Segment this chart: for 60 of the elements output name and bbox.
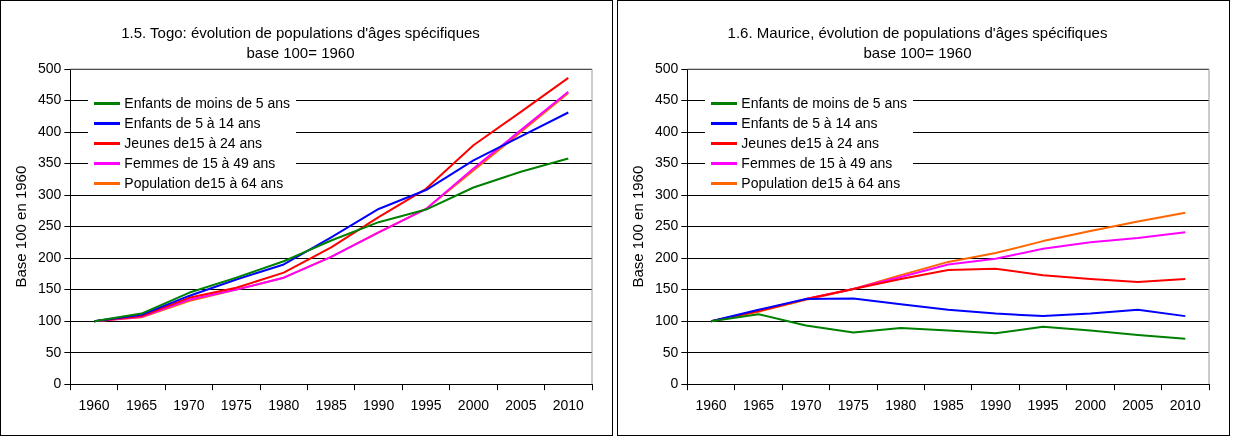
chart-title: 1.5. Togo: évolution de populations d'âges spécifiques: [121, 24, 480, 42]
chart-subtitle: base 100= 1960: [246, 44, 355, 62]
legend-label: Enfants de 5 à 14 ans: [124, 114, 261, 133]
y-tick-label: 100: [655, 312, 679, 329]
y-tick-label: 200: [38, 248, 62, 265]
x-tick-label: 1990: [980, 397, 1012, 414]
x-tick-label: 1980: [885, 397, 917, 414]
legend-label: Population de15 à 64 ans: [741, 174, 901, 193]
chart-subtitle: base 100= 1960: [863, 44, 972, 62]
x-tick-label: 1980: [268, 397, 300, 414]
y-tick-label: 350: [38, 154, 62, 171]
x-tick-label: 1965: [742, 397, 775, 414]
legend-label: Jeunes de15 à 24 ans: [741, 134, 880, 153]
legend-label: Population de15 à 64 ans: [124, 174, 284, 193]
x-tick-label: 1985: [932, 397, 964, 414]
legend-label: Enfants de moins de 5 ans: [741, 94, 908, 113]
chart-title: 1.6. Maurice, évolution de populations d'âges spécifiques: [727, 24, 1108, 42]
legend-label: Jeunes de15 à 24 ans: [124, 134, 263, 153]
x-tick-label: 2005: [1122, 397, 1154, 414]
x-tick-label: 1970: [790, 397, 822, 414]
y-tick-label: 50: [662, 343, 679, 360]
y-tick-label: 100: [38, 312, 62, 329]
x-tick-label: 1995: [1027, 397, 1059, 414]
y-axis-title: Base 100 en 1960: [12, 165, 30, 288]
x-tick-label: 2010: [1169, 397, 1202, 414]
x-tick-label: 2010: [552, 397, 585, 414]
y-tick-label: 200: [655, 248, 679, 265]
y-tick-label: 150: [655, 280, 679, 297]
y-tick-label: 400: [38, 122, 62, 139]
y-tick-label: 250: [38, 217, 62, 234]
x-tick-label: 2000: [457, 397, 490, 414]
x-tick-label: 2005: [505, 397, 537, 414]
y-axis-title: Base 100 en 1960: [629, 165, 647, 288]
x-tick-label: 1990: [363, 397, 395, 414]
x-tick-label: 1995: [410, 397, 442, 414]
x-tick-label: 1970: [173, 397, 205, 414]
y-tick-label: 250: [655, 217, 679, 234]
y-tick-label: 500: [655, 59, 679, 76]
legend-label: Enfants de moins de 5 ans: [124, 94, 291, 113]
y-tick-label: 500: [38, 59, 62, 76]
x-tick-label: 1985: [315, 397, 347, 414]
x-tick-label: 1965: [125, 397, 158, 414]
legend-label: Femmes de 15 à 49 ans: [741, 154, 893, 173]
y-tick-label: 300: [655, 185, 679, 202]
y-tick-label: 50: [45, 343, 62, 360]
y-tick-label: 0: [670, 375, 679, 392]
y-tick-label: 0: [53, 375, 62, 392]
legend-label: Enfants de 5 à 14 ans: [741, 114, 878, 133]
x-tick-label: 1960: [695, 397, 727, 414]
x-tick-label: 1975: [837, 397, 870, 414]
y-tick-label: 450: [655, 91, 679, 108]
legend-label: Femmes de 15 à 49 ans: [124, 154, 276, 173]
x-tick-label: 2000: [1074, 397, 1107, 414]
y-tick-label: 150: [38, 280, 62, 297]
y-tick-label: 400: [655, 122, 679, 139]
y-tick-label: 350: [655, 154, 679, 171]
y-tick-label: 300: [38, 185, 62, 202]
x-tick-label: 1975: [220, 397, 253, 414]
y-tick-label: 450: [38, 91, 62, 108]
x-tick-label: 1960: [78, 397, 110, 414]
